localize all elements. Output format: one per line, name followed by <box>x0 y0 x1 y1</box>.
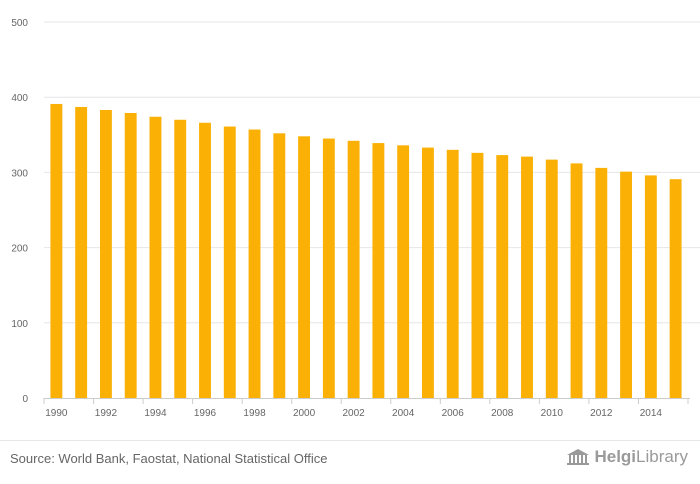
bar-1994 <box>149 116 162 398</box>
library-building-icon <box>567 449 590 465</box>
x-tick-label-1994: 1994 <box>144 408 167 419</box>
bar-2012 <box>595 167 608 398</box>
x-tick-label-2000: 2000 <box>293 408 316 419</box>
bar-2001 <box>322 138 335 398</box>
x-tick-label-1992: 1992 <box>95 408 118 419</box>
x-tick-label-2004: 2004 <box>392 408 415 419</box>
x-tick-label-1996: 1996 <box>194 408 217 419</box>
bar-1996 <box>199 122 211 398</box>
x-tick-label-1998: 1998 <box>243 408 266 419</box>
bar-2003 <box>372 143 385 398</box>
bar-2008 <box>496 155 509 398</box>
bar-1991 <box>75 106 88 398</box>
source-note: Source: World Bank, Faostat, National St… <box>10 451 328 466</box>
x-tick-label-2012: 2012 <box>590 408 613 419</box>
bar-2011 <box>570 163 583 398</box>
x-tick-label-2006: 2006 <box>442 408 465 419</box>
y-tick-label-200: 200 <box>11 244 28 255</box>
bar-1995 <box>174 119 187 398</box>
bar-2013 <box>620 171 633 398</box>
x-tick-label-2014: 2014 <box>640 408 663 419</box>
bar-2014 <box>644 175 657 398</box>
bar-2007 <box>471 152 484 398</box>
bar-1999 <box>273 133 286 398</box>
bar-1990 <box>50 103 63 398</box>
bar-2010 <box>545 159 558 398</box>
y-axis-tick-labels: 0 100 200 300 400 500 <box>11 18 28 405</box>
bar-2002 <box>347 140 360 399</box>
bar-2005 <box>421 147 434 398</box>
bar-1992 <box>99 109 112 398</box>
bar-2004 <box>397 145 410 398</box>
y-tick-label-500: 500 <box>11 18 28 29</box>
bar-chart: 0 100 200 300 400 500 1990 1992 1994 1996 1998 200… <box>11 18 700 419</box>
x-tick-label-2002: 2002 <box>342 408 365 419</box>
y-tick-label-400: 400 <box>11 93 28 104</box>
bar-1998 <box>248 129 261 398</box>
y-tick-label-0: 0 <box>22 394 28 405</box>
bar-2000 <box>298 136 311 398</box>
logo-text: HelgiLibrary <box>594 447 688 466</box>
y-tick-label-100: 100 <box>11 319 28 330</box>
x-axis-tick-labels: 1990 1992 1994 1996 1998 2000 2002 2004 2006 2008… <box>45 408 662 419</box>
helgi-library-logo: HelgiLibrary <box>566 447 688 467</box>
bar-1997 <box>223 126 236 398</box>
x-tick-label-2010: 2010 <box>541 408 564 419</box>
bars <box>50 103 682 399</box>
x-tick-label-2008: 2008 <box>491 408 514 419</box>
bar-2006 <box>446 149 459 398</box>
x-axis-tick-marks <box>43 398 689 404</box>
x-tick-label-1990: 1990 <box>45 408 68 419</box>
y-tick-label-300: 300 <box>11 168 28 179</box>
bar-2009 <box>521 156 533 398</box>
chart-footer: Source: World Bank, Faostat, National St… <box>0 440 700 484</box>
bar-1993 <box>124 112 137 398</box>
bar-2015 <box>669 179 682 398</box>
